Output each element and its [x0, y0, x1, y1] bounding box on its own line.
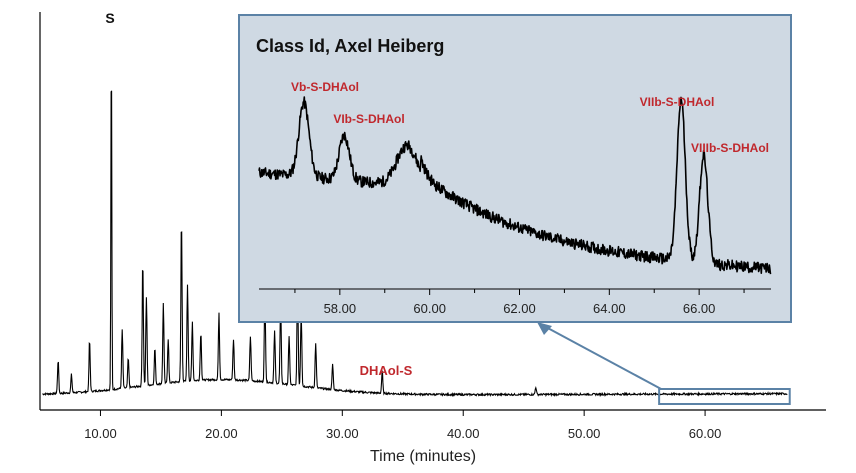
peak-label-vb-s-dhaol: Vb-S-DHAol	[291, 80, 359, 94]
main-x-tick-label: 60.00	[689, 426, 722, 441]
main-x-ticks: 10.00 20.00 30.00 40.00 50.00 60.00	[84, 410, 721, 441]
zoom-window-box	[658, 388, 791, 405]
annotation-dhaol-s: DHAol-S	[360, 363, 413, 378]
peak-label-viib-s-dhaol: VIIb-S-DHAol	[640, 95, 715, 109]
inset-x-ticks: 58.00 60.00 62.00 64.00 66.00	[294, 289, 745, 316]
main-x-tick-label: 20.00	[205, 426, 238, 441]
main-x-tick-label: 50.00	[568, 426, 601, 441]
inset-panel	[238, 14, 792, 323]
inset-x-tick-label: 64.00	[593, 301, 626, 316]
peak-label-viiib-s-dhaol: VIIIb-S-DHAol	[691, 141, 769, 155]
inset-chromatogram-trace	[258, 96, 772, 275]
x-axis-title: Time (minutes)	[370, 448, 476, 465]
zoom-connector-arrowhead	[537, 322, 552, 335]
main-x-tick-label: 10.00	[84, 426, 117, 441]
zoom-connector-line	[543, 325, 662, 390]
main-chromatogram-trace	[42, 90, 788, 398]
annotation-s: S	[105, 10, 114, 26]
main-x-tick-label: 30.00	[326, 426, 359, 441]
main-x-tick-label: 40.00	[447, 426, 480, 441]
inset-x-tick-label: 60.00	[413, 301, 446, 316]
inset-title: Class Id, Axel Heiberg	[256, 36, 444, 56]
inset-x-tick-label: 58.00	[324, 301, 357, 316]
peak-label-vib-s-dhaol: VIb-S-DHAol	[333, 112, 404, 126]
inset-x-tick-label: 66.00	[683, 301, 716, 316]
inset-x-tick-label: 62.00	[503, 301, 536, 316]
